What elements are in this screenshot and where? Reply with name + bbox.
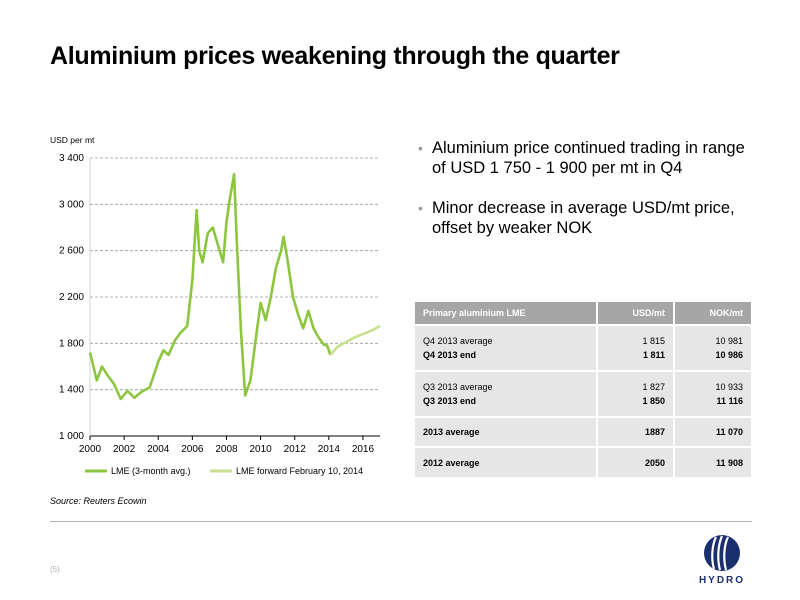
row-nok: 11 116 — [716, 396, 743, 406]
price-chart-svg: USD per mt 1 000 1 400 1 800 2 200 2 600 3 000… — [50, 135, 381, 476]
row-nok: 10 986 — [715, 350, 743, 360]
table-row: 2012 average 2050 11 908 — [415, 446, 751, 477]
y-tick-label: 1 400 — [59, 385, 84, 396]
row-usd: 1 811 — [643, 350, 666, 360]
row-nok: 10 981 — [715, 336, 743, 346]
bullet-item: • Minor decrease in average USD/mt price,… — [418, 199, 735, 237]
page-title: Aluminium prices weakening through the q… — [50, 42, 620, 70]
x-tick-label: 2010 — [249, 444, 272, 455]
row-label: 2013 average — [415, 416, 598, 447]
row-label: 2012 average — [415, 446, 598, 477]
x-tick-label: 2012 — [284, 444, 307, 455]
y-tick-label: 2 200 — [59, 292, 84, 303]
lme-series-line — [88, 172, 332, 401]
bullet-list: • Aluminium price continued trading in ra… — [418, 138, 763, 258]
hydro-logo: HYDRO — [692, 533, 752, 593]
y-tick-label: 3 000 — [59, 199, 84, 210]
row-label: Q3 2013 end — [423, 396, 477, 406]
bullet-item: • Aluminium price continued trading in ra… — [418, 139, 745, 177]
bullet-dot-icon: • — [418, 140, 423, 156]
legend-label: LME (3-month avg.) — [111, 466, 191, 476]
row-usd: 1 815 — [642, 336, 666, 346]
row-usd: 1 850 — [642, 396, 666, 406]
row-nok: 11 908 — [673, 446, 751, 477]
y-tick-label: 1 000 — [59, 431, 84, 442]
row-usd: 1887 — [596, 416, 675, 447]
x-tick-label: 2000 — [79, 444, 102, 455]
logo-text: HYDRO — [698, 575, 746, 586]
x-tick-label: 2002 — [113, 444, 136, 455]
y-tick-label: 3 400 — [59, 153, 84, 164]
x-tick-label: 2016 — [352, 444, 375, 455]
footer-divider — [50, 521, 752, 522]
x-tick-label: 2004 — [147, 444, 170, 455]
page-number: (5) — [50, 565, 60, 574]
legend-label: LME forward February 10, 2014 — [236, 466, 363, 476]
row-label: Q4 2013 average — [423, 336, 493, 346]
table-header-row: Primary aluminium LME USD/mt NOK/mt — [415, 302, 751, 325]
y-tick-label: 1 800 — [59, 338, 84, 349]
row-usd: 1 827 — [642, 382, 666, 392]
x-tick-label: 2008 — [215, 444, 238, 455]
hydro-logo-icon — [704, 535, 740, 571]
source-note: Source: Reuters Ecowin — [50, 496, 147, 506]
table-header-usd: USD/mt — [596, 302, 675, 325]
y-tick-label: 2 600 — [59, 246, 84, 257]
x-tick-label: 2014 — [318, 444, 341, 455]
x-tick-label: 2006 — [181, 444, 204, 455]
row-label: Q3 2013 average — [423, 382, 493, 392]
chart: USD per mt 1 000 1 400 1 800 2 200 2 600 3 000… — [40, 128, 400, 490]
price-table: Primary aluminium LME USD/mt NOK/mt Q4 2… — [415, 302, 751, 477]
forward-series-line — [329, 324, 381, 356]
y-axis-label: USD per mt — [50, 135, 95, 145]
row-label: Q4 2013 end — [423, 350, 477, 360]
table-row: Q3 2013 average Q3 2013 end 1 827 1 850 … — [415, 370, 751, 417]
table-row: 2013 average 1887 11 070 — [415, 416, 751, 447]
table-header-label: Primary aluminium LME — [415, 302, 598, 325]
row-nok: 11 070 — [673, 416, 751, 447]
row-usd: 2050 — [596, 446, 675, 477]
bullet-dot-icon: • — [418, 200, 423, 216]
table-header-nok: NOK/mt — [673, 302, 751, 325]
row-nok: 10 933 — [715, 382, 743, 392]
table-row: Q4 2013 average Q4 2013 end 1 815 1 811 … — [415, 324, 751, 371]
